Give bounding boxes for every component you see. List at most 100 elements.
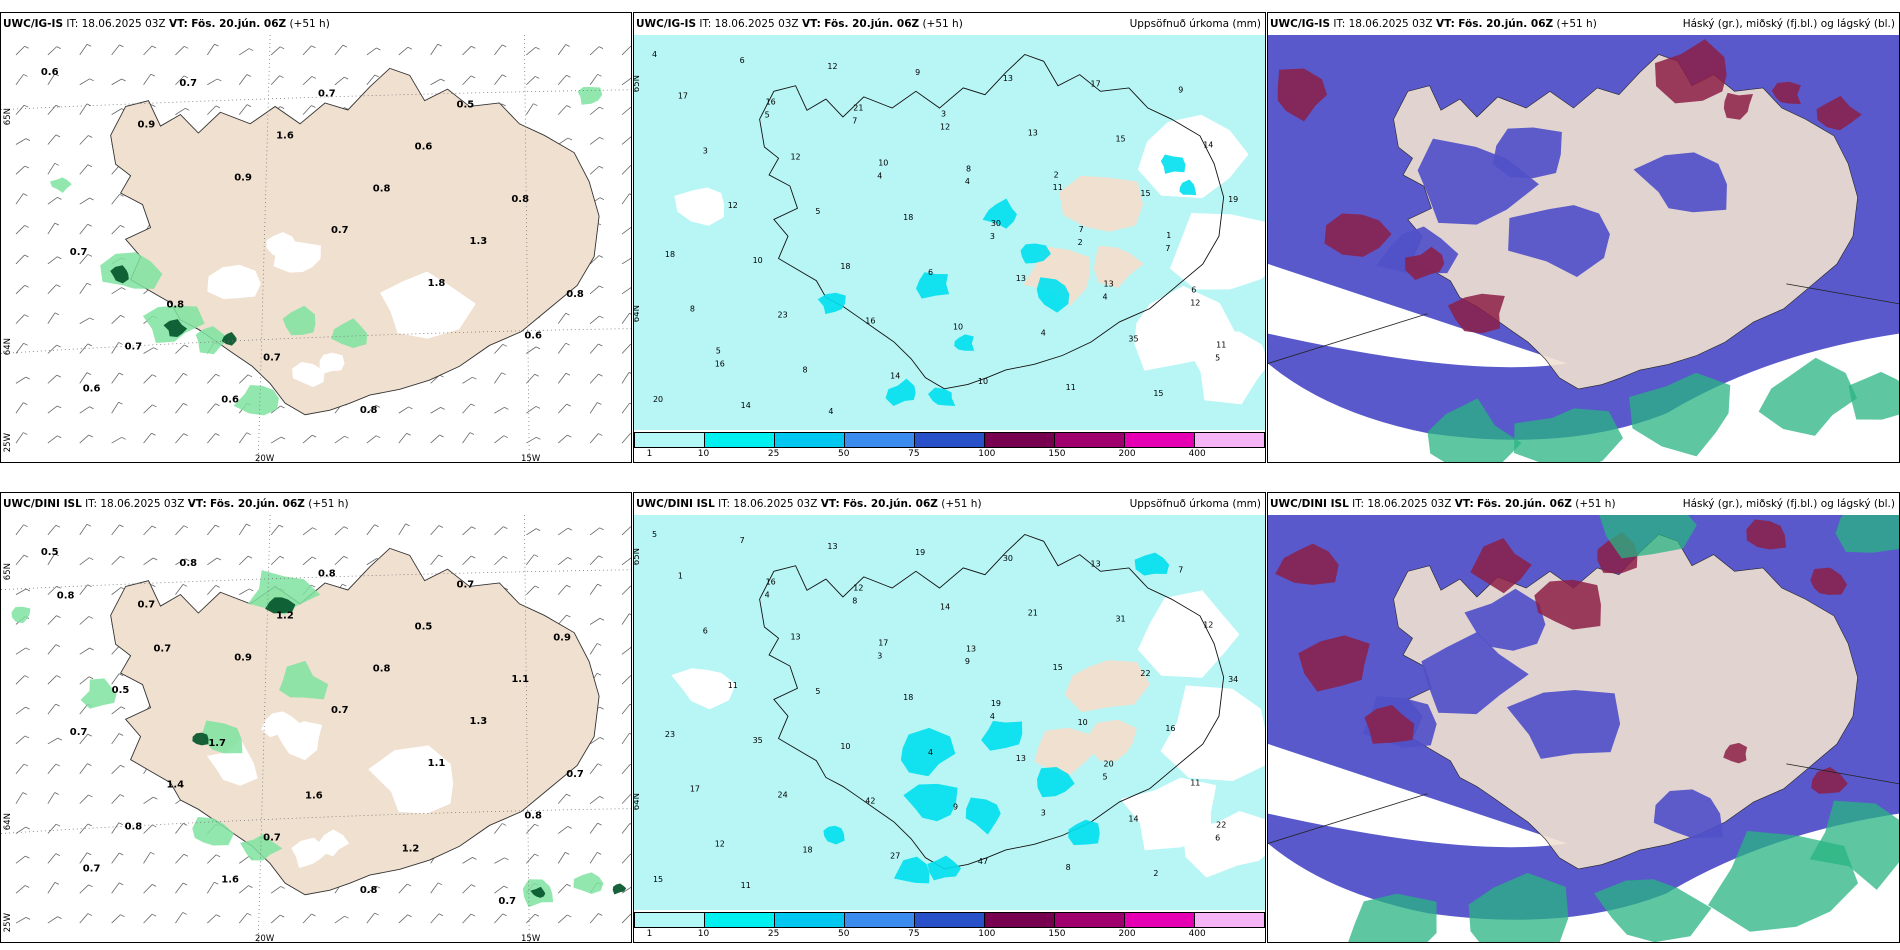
wind-value-label: 0.7 — [498, 896, 516, 907]
value-labels: 0.6 0.9 0.9 0.7 1.8 0.6 0.6 0.7 1.6 0.8 1.3 0.8 0.7 0… — [41, 67, 584, 416]
wind-value-label: 0.8 — [360, 405, 378, 416]
precip-value-label: 14 — [1128, 814, 1138, 823]
panel-header: UWC/DINI ISL IT: 18.06.2025 03Z VT: Fös.… — [1, 493, 631, 515]
colorbar-tick-label: 1 — [646, 449, 653, 459]
precip-value-label: 6 — [1191, 286, 1196, 295]
precip-value-label: 10 — [978, 377, 988, 386]
lat-label-64n: 64N — [3, 813, 13, 831]
lead-time: (+51 h) — [941, 498, 982, 510]
lat-label-64n: 64N — [3, 338, 13, 356]
model-name: UWC/IG-IS — [3, 18, 64, 30]
map-area: 4 5 4 3 4 5 6 7 4 2 12 16 12 12 11 7 8 8 9 13 15 18 23 14 13 15 19… — [634, 35, 1265, 430]
precip-value-label: 35 — [753, 736, 763, 745]
colorbar-cell — [1055, 913, 1125, 927]
it-label: IT: — [66, 18, 79, 30]
panel-header: UWC/IG-IS IT: 18.06.2025 03Z VT: Fös. 20… — [1, 13, 631, 35]
vt-label: VT: — [801, 18, 821, 30]
precip-value-label: 16 — [865, 317, 875, 326]
precip-value-label: 3 — [941, 110, 946, 119]
wind-value-label: 0.6 — [415, 141, 433, 152]
precip-value-label: 7 — [852, 117, 857, 126]
wind-value-label: 0.5 — [112, 685, 130, 696]
field-title: Háský (gr.), miðský (fj.bl.) og lágský (… — [1682, 18, 1895, 30]
wind-value-label: 0.5 — [41, 547, 59, 558]
precip-value-label: 23 — [778, 311, 788, 320]
precip-value-label: 30 — [991, 219, 1001, 228]
vt-value: Fös. 20.jún. 06Z — [843, 498, 938, 510]
iceland-land — [110, 67, 600, 416]
panel-header: UWC/DINI ISL IT: 18.06.2025 03Z VT: Fös.… — [1268, 493, 1899, 515]
colorbar-tick-label: 10 — [697, 449, 710, 459]
wind-value-label: 0.8 — [125, 822, 143, 833]
colorbar-cell — [1195, 913, 1264, 927]
wind-value-label: 0.6 — [83, 383, 101, 394]
lon-label-20w: 20W — [255, 934, 275, 943]
precip-value-label: 13 — [966, 644, 976, 653]
precip-value-label: 14 — [1203, 140, 1213, 149]
colorbar-cell — [985, 913, 1055, 927]
colorbar-cell — [705, 433, 775, 447]
wind-value-label: 0.8 — [373, 183, 391, 194]
precip-value-label: 3 — [990, 232, 995, 241]
vt-value: Fös. 20.jún. 06Z — [1477, 498, 1572, 510]
wind-value-label: 1.1 — [511, 674, 529, 685]
map-area — [1268, 515, 1899, 942]
iceland-land — [110, 547, 600, 896]
wind-value-label: 1.3 — [470, 236, 488, 247]
precip-value-label: 15 — [1053, 663, 1063, 672]
lon-label-20w: 20W — [255, 454, 275, 463]
it-value: 18.06.2025 03Z — [714, 18, 799, 30]
wind-value-label: 0.7 — [263, 832, 281, 843]
precip-value-label: 7 — [1178, 566, 1183, 575]
iceland-coastline — [759, 53, 1225, 390]
precip-value-label: 7 — [1165, 244, 1170, 253]
precip-value-label: 21 — [1028, 608, 1038, 617]
wind-value-label: 0.7 — [331, 225, 349, 236]
it-value: 18.06.2025 03Z — [1367, 498, 1452, 510]
vt-label: VT: — [168, 18, 188, 30]
vt-value: Fös. 20.jún. 06Z — [210, 498, 305, 510]
precip-value-label: 22 — [1216, 820, 1226, 829]
precip-value-label: 12 — [791, 152, 801, 161]
it-value: 18.06.2025 03Z — [733, 498, 818, 510]
precip-value-label: 8 — [690, 305, 695, 314]
wind-value-label: 1.6 — [221, 874, 239, 885]
colorbar: 1 10 25 50 75 100 150 200 400 — [634, 430, 1265, 462]
precip-value-label: 6 — [928, 268, 933, 277]
lon-label-25w: 25W — [3, 433, 13, 453]
precip-value-label: 13 — [1028, 128, 1038, 137]
wind-value-label: 0.9 — [553, 632, 571, 643]
precip-value-label: 11 — [1190, 779, 1200, 788]
colorbar-tick-label: 1 — [646, 929, 653, 939]
model-name: UWC/IG-IS — [1270, 18, 1331, 30]
lead-time: (+51 h) — [308, 498, 349, 510]
precip-value-label: 4 — [652, 50, 657, 59]
value-labels: 0.5 0.7 0.9 0.7 1.1 0.8 0.7 0.8 1.2 0.8 1.3 0.7 0.8 1… — [41, 547, 584, 907]
precip-value-label: 15 — [1153, 389, 1163, 398]
precip-value-label: 13 — [1091, 560, 1101, 569]
precip-value-label: 22 — [1140, 669, 1150, 678]
precip-value-label: 4 — [877, 171, 882, 180]
precip-value-label: 14 — [890, 371, 900, 380]
precip-value-label: 7 — [1079, 225, 1084, 234]
field-title: Háský (gr.), miðský (fj.bl.) og lágský (… — [1682, 498, 1895, 510]
precip-value-label: 31 — [1115, 614, 1125, 623]
precip-value-label: 17 — [878, 638, 888, 647]
wind-value-label: 0.7 — [331, 705, 349, 716]
precip-value-label: 8 — [1066, 863, 1071, 872]
precip-value-label: 18 — [903, 693, 913, 702]
lat-label-65n: 65N — [633, 548, 642, 566]
precip-value-label: 3 — [1041, 808, 1046, 817]
colorbar-tick-label: 50 — [838, 929, 850, 939]
precip-value-label: 10 — [1078, 718, 1088, 727]
precip-panel-igis: UWC/IG-IS IT: 18.06.2025 03Z VT: Fös. 20… — [633, 12, 1266, 463]
colorbar-tick-label: 150 — [1048, 449, 1066, 459]
vt-value: Fös. 20.jún. 06Z — [191, 18, 287, 30]
precip-value-label: 35 — [1128, 334, 1138, 343]
precip-value-label: 4 — [765, 591, 770, 600]
colorbar-cell — [915, 913, 985, 927]
wind-value-label: 0.7 — [457, 580, 475, 591]
precip-value-label: 13 — [1016, 274, 1026, 283]
wind-value-label: 0.8 — [373, 663, 391, 674]
wind-value-label: 0.5 — [457, 100, 475, 111]
